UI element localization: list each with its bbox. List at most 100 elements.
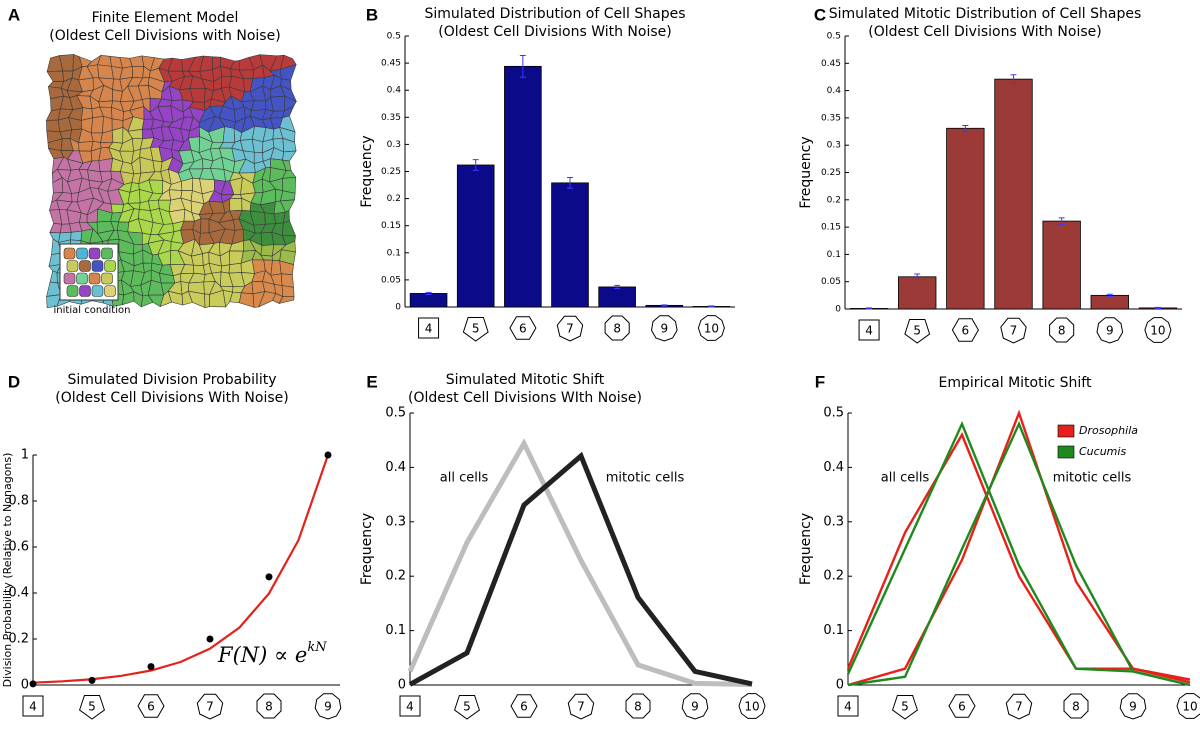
bar [898,276,937,310]
annotation: mitotic cells [1053,471,1132,486]
inset-cell [76,247,88,260]
bar [946,127,985,310]
label-frame [697,315,725,341]
cell [111,127,124,144]
error-bar [567,176,573,189]
chart-subtitle: (Oldest Cell Divisions with Noise) [49,28,280,44]
y-tick-label: 0.1 [387,248,401,258]
panel-letter: F [815,372,825,391]
x-tick-label: 6 [962,324,970,338]
chart-title: Simulated Division Probability [67,372,276,388]
y-tick-label: 0.2 [8,632,29,647]
x-tick-label: 7 [1010,324,1018,338]
label-frame [738,693,766,719]
y-tick-label: 0.2 [387,194,401,204]
cell [70,230,83,242]
label-frame [1176,693,1200,719]
formula-text: F(N) ∝ e [217,643,307,667]
cell [228,262,242,274]
panel-letter: E [366,372,377,391]
y-tick-label: 0.2 [823,569,844,584]
label-frame [1063,693,1089,719]
cell [102,115,113,134]
cell [129,55,145,67]
x-tick-label: 7 [577,700,585,714]
x-tick-label: 9 [324,700,332,714]
x-tick-label: 8 [634,700,642,714]
x-tick-label: 6 [958,700,966,714]
label-frame [625,693,651,719]
bar [504,65,542,308]
cell [239,292,255,308]
annotation: all cells [881,471,930,486]
x-tick-label: 10 [1182,700,1197,714]
series-line [847,409,1191,687]
label-frame [904,319,931,344]
y-tick-label: 0.35 [381,113,401,123]
x-tick-label: 5 [472,322,480,336]
x-tick-label: 6 [519,322,527,336]
inset-cell [91,260,104,272]
y-tick-label: 0.6 [8,540,29,555]
bar [456,164,495,308]
error-bar [708,305,715,308]
label-frame [892,695,918,720]
chart-title: Empirical Mitotic Shift [939,375,1092,391]
inset-cell [63,247,76,260]
y-tick-label: 0.3 [387,140,401,150]
cell [49,223,63,234]
label-frame [79,695,105,720]
inset-cell [76,272,88,285]
x-tick-label: 8 [1058,324,1066,338]
inset-cell [104,260,116,272]
x-tick-label: 5 [463,700,471,714]
y-axis-label: Frequency [798,513,814,585]
x-tick-label: 8 [265,700,273,714]
panel-letter: A [8,5,20,24]
bar [409,293,448,308]
cell [97,64,114,80]
y-tick-label: 0.3 [823,514,844,529]
y-tick-label: 0 [21,678,29,693]
cell [281,220,297,237]
legend-label: Drosophila [1079,424,1138,437]
chart-subtitle: (Oldest Cell Divisions With Noise) [868,24,1101,40]
x-tick-label: 4 [844,700,852,714]
series-line [847,420,1191,687]
series-label: all cells [440,471,489,486]
y-tick-label: 0.3 [827,141,841,151]
y-tick-label: 0.2 [385,569,406,584]
x-tick-label: 6 [147,700,155,714]
data-point [265,573,273,581]
bar [1090,294,1129,310]
y-tick-label: 1 [21,448,29,463]
error-bar [914,273,921,281]
x-tick-label: 10 [1150,324,1165,338]
y-tick-label: 0.1 [827,250,841,260]
chart-subtitle: (Oldest Cell Divisions With Noise) [438,24,671,40]
data-point [88,676,96,684]
bar [1042,220,1081,310]
x-tick-label: 4 [865,324,873,338]
label-frame [418,317,440,339]
bar [551,182,589,308]
legend-label: Cucumis [1079,445,1126,458]
x-tick-label: 8 [613,322,621,336]
y-tick-label: 0.5 [827,32,841,42]
inset-cell [66,260,79,272]
label-frame [1000,317,1027,344]
x-tick-label: 5 [88,700,96,714]
y-tick-label: 0.4 [8,586,29,601]
label-frame [1005,693,1033,720]
cell [200,218,210,234]
cell [110,203,125,214]
error-bar [472,159,479,171]
formula: F(N) ∝ ekN [217,640,327,667]
y-tick-label: 0.05 [821,277,841,287]
fit-line [32,454,330,684]
label-frame [556,315,584,342]
label-frame [1096,317,1124,344]
y-tick-label: 0.4 [387,86,402,96]
label-frame [510,694,538,718]
